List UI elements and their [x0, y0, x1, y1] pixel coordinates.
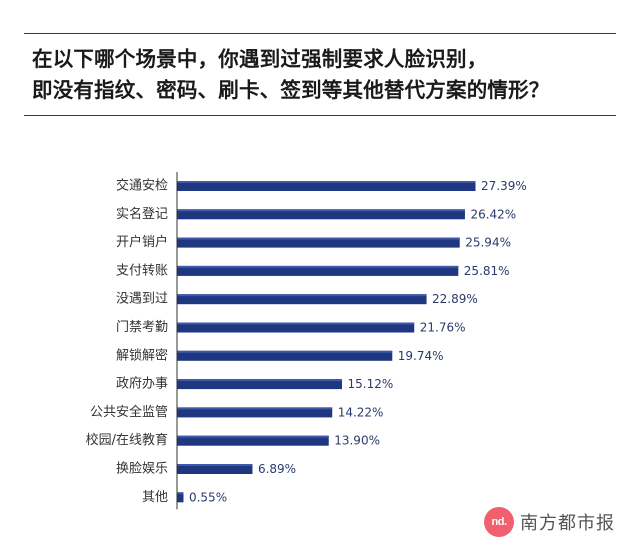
category-label: 其他	[142, 490, 168, 505]
value-label: 13.90%	[334, 434, 380, 448]
bar	[177, 265, 459, 276]
bar-highlight	[177, 350, 393, 353]
bar-highlight	[177, 237, 460, 240]
category-label: 政府办事	[116, 377, 168, 392]
bar	[177, 322, 415, 333]
category-label: 校园/在线教育	[86, 432, 168, 448]
bar-highlight	[177, 209, 465, 212]
category-label: 没遇到过	[116, 292, 168, 307]
bar	[177, 492, 184, 503]
value-label: 21.76%	[420, 321, 466, 335]
brand-watermark: nd. 南方都市报	[484, 505, 615, 539]
title-underline	[24, 115, 616, 116]
brand-name: 南方都市报	[520, 513, 615, 534]
value-label: 6.89%	[258, 462, 296, 476]
category-label: 实名登记	[116, 206, 168, 222]
bar	[177, 379, 343, 390]
value-label: 26.42%	[470, 207, 516, 221]
bar-highlight	[177, 492, 184, 495]
bar-highlight	[177, 407, 333, 410]
value-label: 25.81%	[464, 264, 510, 278]
bar-highlight	[177, 181, 476, 183]
bar	[177, 209, 465, 220]
bar-highlight	[177, 435, 329, 438]
top-rule	[24, 33, 616, 34]
bar-highlight	[177, 379, 343, 382]
category-label: 支付转账	[116, 263, 168, 278]
chart-title: 在以下哪个场景中，你遇到过强制要求人脸识别， 即没有指纹、密码、刷卡、签到等其他…	[32, 44, 622, 106]
category-label: 交通安检	[116, 178, 168, 194]
category-label: 门禁考勤	[116, 320, 168, 335]
bar-highlight	[177, 322, 415, 325]
bar	[177, 464, 253, 474]
value-label: 25.94%	[465, 236, 511, 250]
bar	[177, 237, 460, 248]
bar	[177, 350, 393, 361]
category-label: 解锁解密	[116, 347, 168, 363]
value-label: 15.12%	[348, 377, 394, 391]
bar	[177, 435, 329, 446]
title-line-2: 即没有指纹、密码、刷卡、签到等其他替代方案的情形？	[32, 78, 550, 102]
bar	[177, 294, 427, 305]
bar-highlight	[177, 265, 459, 268]
title-line-1: 在以下哪个场景中，你遇到过强制要求人脸识别，	[32, 47, 488, 71]
value-label: 19.74%	[398, 349, 444, 363]
bar-highlight	[177, 464, 253, 466]
bar-highlight	[177, 294, 427, 297]
brand-logo-icon: nd.	[484, 507, 514, 537]
value-label: 22.89%	[432, 292, 478, 306]
value-label: 14.22%	[338, 405, 384, 419]
value-label: 27.39%	[481, 179, 527, 193]
value-label: 0.55%	[189, 490, 227, 504]
bar	[177, 407, 333, 418]
bar	[177, 181, 476, 191]
category-label: 公共安全监管	[90, 404, 168, 420]
category-label: 换脸娱乐	[116, 462, 168, 477]
category-label: 开户销户	[116, 234, 168, 250]
